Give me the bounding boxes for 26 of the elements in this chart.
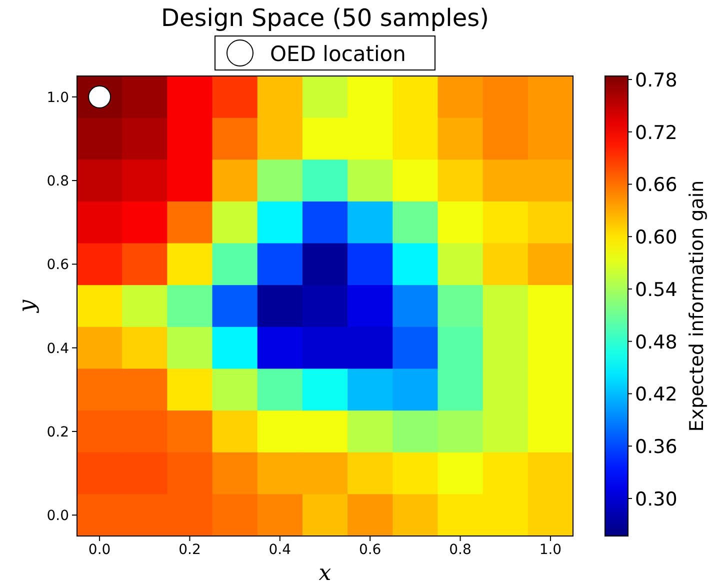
color-bar-label: 0.48	[635, 331, 678, 354]
color-bar-title: Expected information gain	[686, 180, 708, 432]
color-bar-label: 0.66	[635, 174, 678, 196]
x-tick-label: 0.2	[178, 542, 201, 558]
y-tick-label: 0.4	[46, 340, 70, 357]
x-tick-label: 0.6	[358, 542, 382, 558]
chart-title: Design Space (50 samples)	[161, 4, 489, 32]
color-bar-label: 0.78	[635, 69, 678, 92]
x-tick-label: 1.0	[539, 542, 562, 558]
y-tick-label: 0.2	[46, 424, 69, 440]
color-bar-label: 0.36	[635, 436, 678, 458]
x-axis-title: x	[318, 561, 332, 586]
x-tick-label: 0.8	[449, 542, 472, 558]
color-bar-label: 0.60	[635, 226, 678, 249]
y-tick-label: 1.0	[46, 90, 69, 106]
color-bar-label: 0.72	[635, 122, 678, 144]
y-tick-label: 0.6	[46, 257, 70, 274]
y-axis-title: y	[15, 299, 40, 314]
y-tick-label: 0.0	[46, 508, 69, 524]
color-bar-label: 0.54	[635, 278, 678, 301]
x-tick-label: 0.4	[268, 542, 292, 558]
color-bar-label: 0.30	[635, 488, 678, 510]
y-tick-label: 0.8	[46, 174, 69, 190]
x-tick-label: 0.0	[88, 542, 111, 558]
color-bar-label: 0.42	[635, 384, 678, 406]
text: OED location	[270, 42, 406, 66]
